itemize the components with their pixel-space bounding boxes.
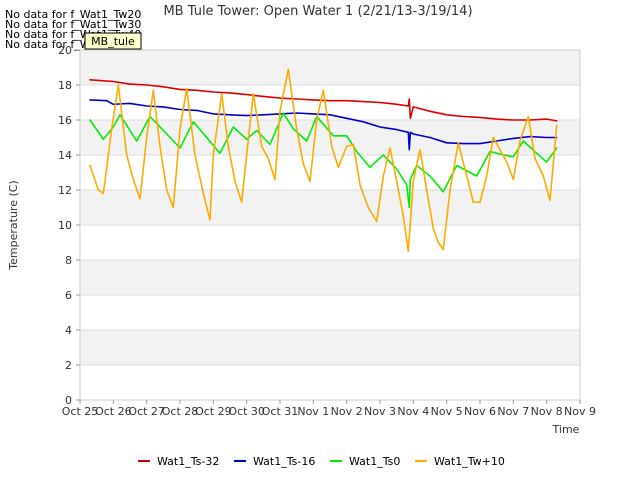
plot-band (80, 50, 580, 85)
series-line (89, 79, 558, 122)
y-tick-label: 20 (58, 44, 72, 57)
y-tick-label: 4 (65, 324, 72, 337)
no-data-message: No data for f_Wat1_Tw50 (5, 38, 142, 51)
x-tick-label: Nov 4 (397, 405, 429, 418)
y-tick-label: 14 (58, 149, 72, 162)
chart-title: MB Tule Tower: Open Water 1 (2/21/13-3/1… (163, 4, 472, 19)
series-line (89, 68, 558, 253)
no-data-message: No data for f_Wat1_Tw20 (5, 8, 142, 21)
legend-label: Wat1_Tw+10 (434, 455, 505, 468)
y-tick-label: 16 (58, 114, 72, 127)
plot-band (80, 330, 580, 365)
no-data-message: No data for f_Wat1_Tw30 (5, 18, 142, 31)
tooltip-label: MB_tule (91, 35, 135, 48)
y-tick-label: 12 (58, 184, 72, 197)
legend: Wat1_Ts-32 Wat1_Ts-16 Wat1_Ts0 Wat1_Tw+10 (138, 455, 505, 468)
y-tick-label: 6 (65, 289, 72, 302)
x-tick-label: Nov 8 (531, 405, 563, 418)
y-tick-label: 0 (65, 394, 72, 407)
legend-label: Wat1_Ts-32 (157, 455, 219, 468)
x-tick-label: Oct 30 (228, 405, 265, 418)
x-tick-label: Oct 31 (262, 405, 299, 418)
legend-label: Wat1_Ts0 (349, 455, 400, 468)
y-tick-label: 2 (65, 359, 72, 372)
x-tick-label: Nov 5 (431, 405, 463, 418)
x-tick-label: Nov 2 (331, 405, 363, 418)
y-tick-label: 8 (65, 254, 72, 267)
legend-label: Wat1_Ts-16 (253, 455, 315, 468)
x-tick-label: Oct 27 (128, 405, 165, 418)
x-tick-label: Nov 9 (564, 405, 596, 418)
y-tick-label: 18 (58, 79, 72, 92)
x-tick-label: Oct 25 (62, 405, 99, 418)
series-lines (89, 68, 558, 253)
x-tick-label: Nov 3 (364, 405, 396, 418)
no-data-message: No data for f_Wat1_Tw40 (5, 28, 142, 41)
x-tick-label: Oct 26 (95, 405, 132, 418)
plot-band (80, 190, 580, 225)
y-tick-label: 10 (58, 219, 72, 232)
y-axis-label: Temperature (C) (7, 180, 20, 270)
x-axis-label: Time (552, 423, 580, 436)
tooltip-box: MB_tule (84, 32, 142, 50)
x-tick-label: Nov 6 (464, 405, 496, 418)
x-tick-label: Nov 1 (297, 405, 329, 418)
x-tick-label: Oct 28 (162, 405, 199, 418)
series-line (89, 112, 558, 209)
tooltip-background (84, 32, 142, 50)
plot-band (80, 260, 580, 295)
x-tick-label: Oct 29 (195, 405, 232, 418)
series-line (89, 99, 558, 151)
x-tick-label: Nov 7 (497, 405, 529, 418)
y-axis-ticks: 0 2 4 6 8 10 12 14 16 18 20 (58, 44, 80, 407)
plot-background (80, 50, 580, 400)
